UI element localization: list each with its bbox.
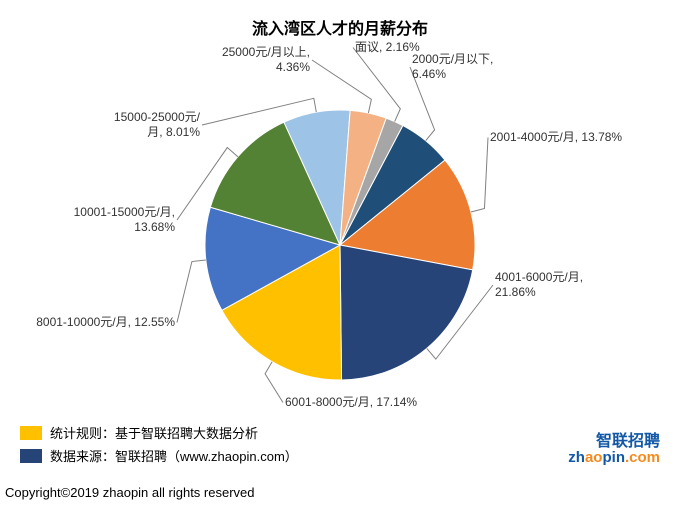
legend-swatch <box>20 426 42 440</box>
leader-line <box>312 60 371 113</box>
copyright: Copyright©2019 zhaopin all rights reserv… <box>5 485 255 500</box>
legend: 统计规则：基于智联招聘大数据分析数据来源：智联招聘（www.zhaopin.co… <box>20 419 298 465</box>
slice-label: 15000-25000元/月, 8.01% <box>114 110 200 140</box>
slice-label: 8001-10000元/月, 12.55% <box>36 315 175 330</box>
pie-chart: 面议, 2.16%2000元/月以下,6.46% 2001-4000元/月, 13… <box>0 40 680 420</box>
slice-label: 4001-6000元/月,21.86% <box>495 270 583 300</box>
logo-cn: 智联招聘 <box>568 434 660 450</box>
slice-label: 2001-4000元/月, 13.78% <box>490 130 622 145</box>
leader-line <box>353 48 400 122</box>
slice-label: 6001-8000元/月, 17.14% <box>285 395 417 410</box>
legend-text: 数据来源：智联招聘（www.zhaopin.com） <box>50 446 298 465</box>
slice-label: 25000元/月以上,4.36% <box>222 45 310 75</box>
legend-row: 数据来源：智联招聘（www.zhaopin.com） <box>20 446 298 465</box>
leader-line <box>471 138 488 212</box>
zhaopin-logo: 智联招聘 zhaopin.com <box>568 434 660 465</box>
legend-swatch <box>20 449 42 463</box>
slice-label: 10001-15000元/月,13.68% <box>74 205 175 235</box>
logo-en: zhaopin.com <box>568 450 660 465</box>
leader-line <box>265 362 283 403</box>
leader-line <box>177 260 206 323</box>
slice-label: 面议, 2.16% <box>355 40 420 55</box>
chart-title: 流入湾区人才的月薪分布 <box>0 15 680 39</box>
legend-row: 统计规则：基于智联招聘大数据分析 <box>20 423 298 442</box>
slice-label: 2000元/月以下,6.46% <box>412 52 493 82</box>
legend-text: 统计规则：基于智联招聘大数据分析 <box>50 423 258 442</box>
